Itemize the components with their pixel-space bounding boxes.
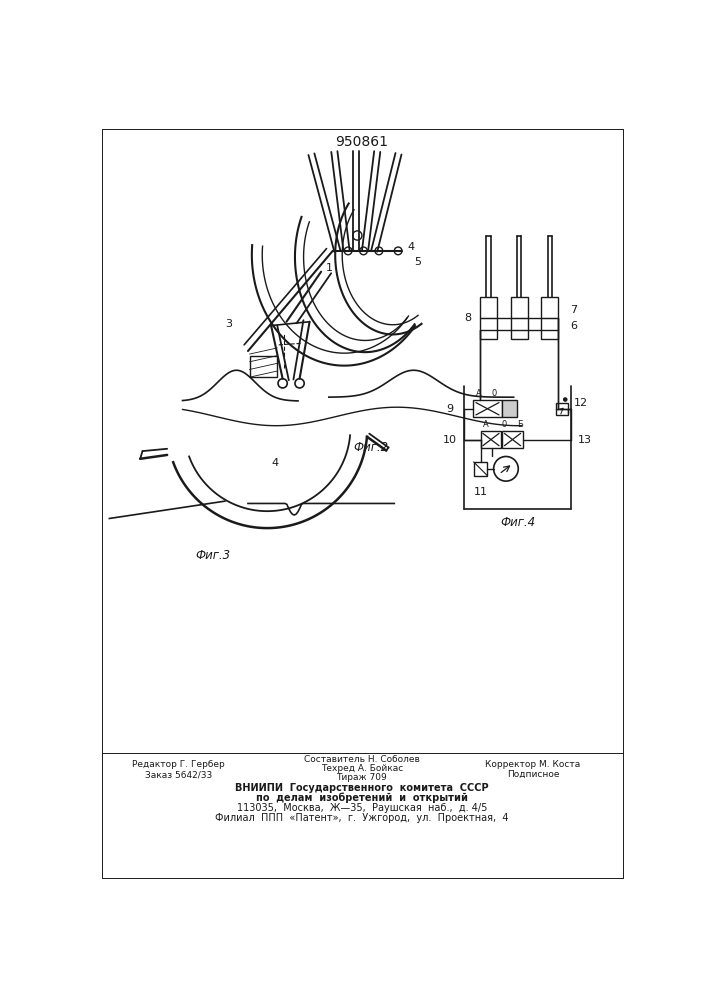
Bar	[473, 400, 502, 417]
Text: 113035,  Москва,  Ж—35,  Раушская  наб.,  д. 4/5: 113035, Москва, Ж—35, Раушская наб., д. …	[237, 803, 487, 813]
Bar	[502, 431, 523, 448]
Text: Б: Б	[517, 420, 522, 429]
Text: 1: 1	[325, 263, 332, 273]
Text: по  делам  изобретений  и  открытий: по делам изобретений и открытий	[256, 792, 468, 803]
Text: 10: 10	[443, 435, 457, 445]
Bar	[480, 297, 497, 339]
Text: ВНИИПИ  Государственного  комитета  СССР: ВНИИПИ Государственного комитета СССР	[235, 783, 489, 793]
Text: 0: 0	[501, 420, 506, 429]
Text: Редактор Г. Гербер: Редактор Г. Гербер	[132, 760, 225, 769]
Text: 11: 11	[474, 487, 488, 497]
Text: 4: 4	[408, 242, 415, 252]
Text: 6: 6	[571, 321, 577, 331]
Text: Заказ 5642/33: Заказ 5642/33	[145, 770, 212, 779]
Text: 8: 8	[464, 313, 472, 323]
Circle shape	[563, 397, 568, 402]
Bar	[542, 297, 559, 339]
Bar	[481, 431, 501, 448]
Text: А: А	[476, 389, 482, 398]
Text: Подписное: Подписное	[507, 770, 559, 779]
Text: 950861: 950861	[335, 135, 388, 149]
Bar	[510, 297, 527, 339]
Bar	[474, 462, 487, 476]
Text: Техред А. Бойкас: Техред А. Бойкас	[321, 764, 403, 773]
Text: 13: 13	[578, 435, 592, 445]
Text: Тираж 709: Тираж 709	[337, 773, 387, 782]
Text: 0: 0	[492, 389, 497, 398]
Text: Составитель Н. Соболев: Составитель Н. Соболев	[304, 755, 420, 764]
Bar	[556, 403, 568, 415]
Text: А: А	[483, 420, 489, 429]
Text: Фиг.4: Фиг.4	[500, 516, 535, 529]
Text: Фиг.3: Фиг.3	[196, 549, 231, 562]
Text: 12: 12	[573, 398, 588, 408]
Text: 4: 4	[271, 458, 279, 468]
Text: 5: 5	[414, 257, 421, 267]
Text: Корректор М. Коста: Корректор М. Коста	[485, 760, 580, 769]
Text: Филиал  ППП  «Патент»,  г.  Ужгород,  ул.  Проектная,  4: Филиал ППП «Патент», г. Ужгород, ул. Про…	[215, 813, 509, 823]
Bar	[502, 400, 517, 417]
Text: 9: 9	[446, 404, 453, 414]
Text: 3: 3	[226, 319, 232, 329]
Text: Фиг.2: Фиг.2	[354, 441, 389, 454]
Text: 7: 7	[570, 305, 577, 315]
